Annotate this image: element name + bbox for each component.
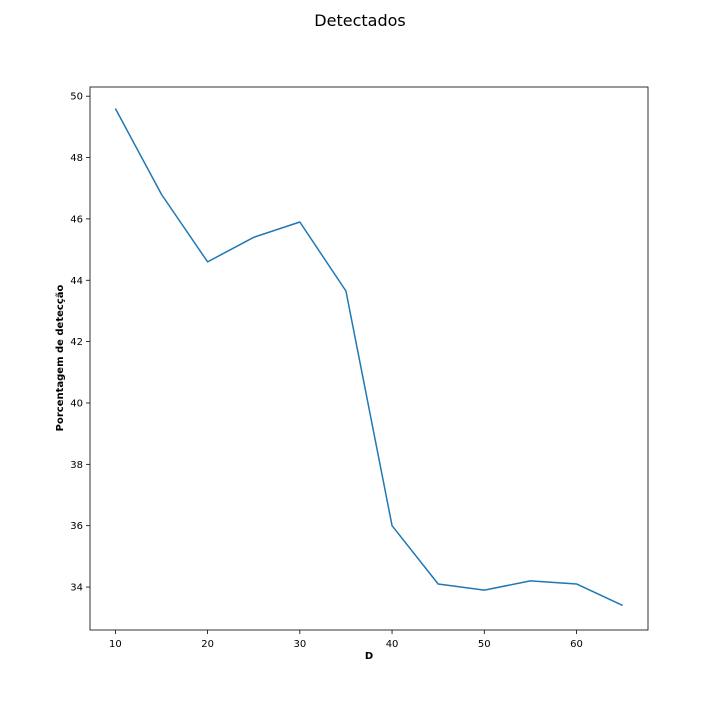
series-layer bbox=[114, 108, 623, 607]
x-tick-label: 60 bbox=[570, 639, 583, 650]
y-tick-label: 38 bbox=[70, 460, 83, 471]
x-axis-ticks: 10 20 30 40 50 60 bbox=[109, 630, 583, 650]
y-tick-label: 42 bbox=[70, 337, 83, 348]
y-tick-label: 34 bbox=[70, 583, 83, 594]
y-tick-label: 46 bbox=[70, 214, 83, 225]
plot-area-frame bbox=[89, 86, 649, 631]
x-tick-label: 30 bbox=[293, 639, 306, 650]
chart-title: Detectados bbox=[314, 11, 405, 30]
y-axis-ticks: 34 36 38 40 42 44 46 48 50 bbox=[70, 92, 90, 594]
y-tick-label: 36 bbox=[70, 521, 83, 532]
x-tick-label: 20 bbox=[201, 639, 214, 650]
y-tick-label: 44 bbox=[70, 276, 83, 287]
y-tick-label: 50 bbox=[70, 92, 83, 103]
series-line bbox=[114, 108, 623, 607]
y-tick-label: 40 bbox=[70, 398, 83, 409]
y-axis-label: Porcentagem de detecção bbox=[55, 285, 66, 432]
y-tick-label: 48 bbox=[70, 153, 83, 164]
x-tick-label: 10 bbox=[109, 639, 122, 650]
x-tick-label: 50 bbox=[478, 639, 491, 650]
x-axis-label: D bbox=[365, 651, 373, 662]
x-tick-label: 40 bbox=[386, 639, 399, 650]
